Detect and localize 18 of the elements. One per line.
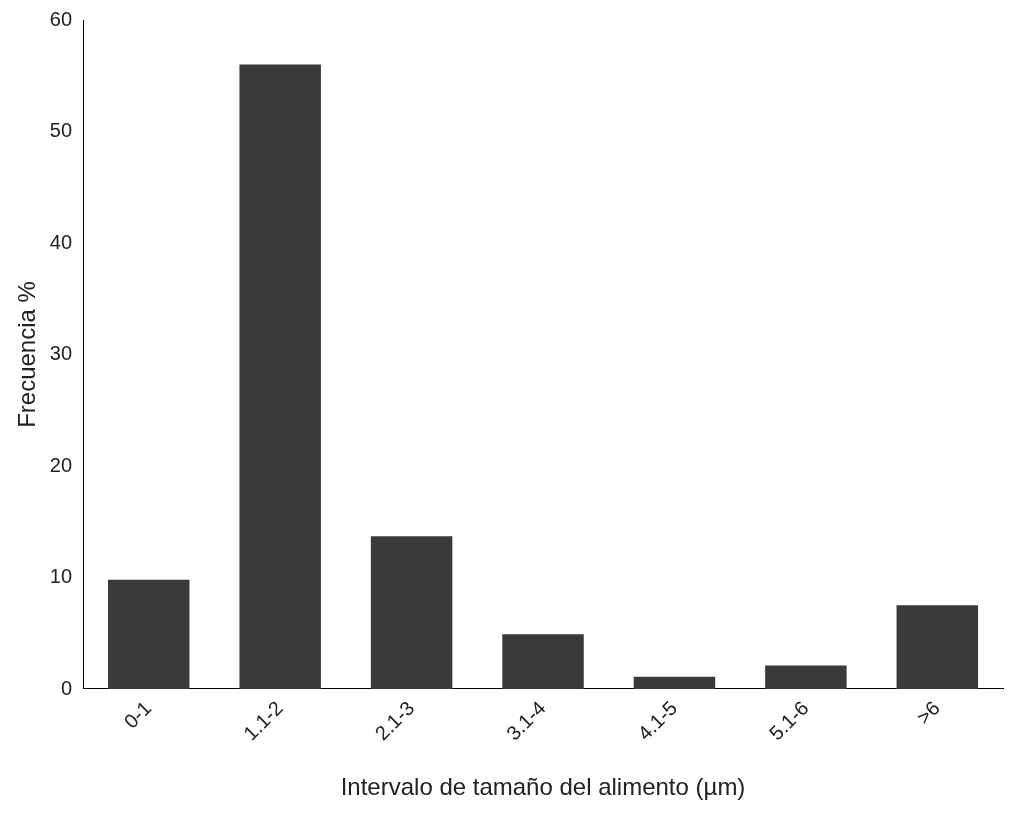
- y-tick-label: 50: [49, 119, 73, 142]
- x-tick-label: >6: [912, 696, 945, 729]
- bar: [370, 536, 453, 689]
- y-tick-label: 10: [49, 565, 73, 588]
- bar: [896, 605, 979, 689]
- x-tick-label: 0-1: [119, 696, 156, 733]
- x-axis-title: Intervalo de tamaño del alimento (µm): [340, 773, 746, 801]
- bar: [765, 665, 847, 689]
- bar: [239, 64, 321, 689]
- y-tick-label: 30: [49, 342, 73, 365]
- bar: [108, 579, 190, 689]
- y-axis-title: Frecuencia %: [13, 281, 41, 428]
- y-tick-label: 20: [49, 453, 73, 476]
- bar: [502, 634, 584, 689]
- y-tick-label: 60: [49, 7, 73, 30]
- bar: [633, 676, 716, 689]
- y-tick-label: 40: [49, 230, 73, 253]
- y-tick-label: 0: [60, 676, 73, 699]
